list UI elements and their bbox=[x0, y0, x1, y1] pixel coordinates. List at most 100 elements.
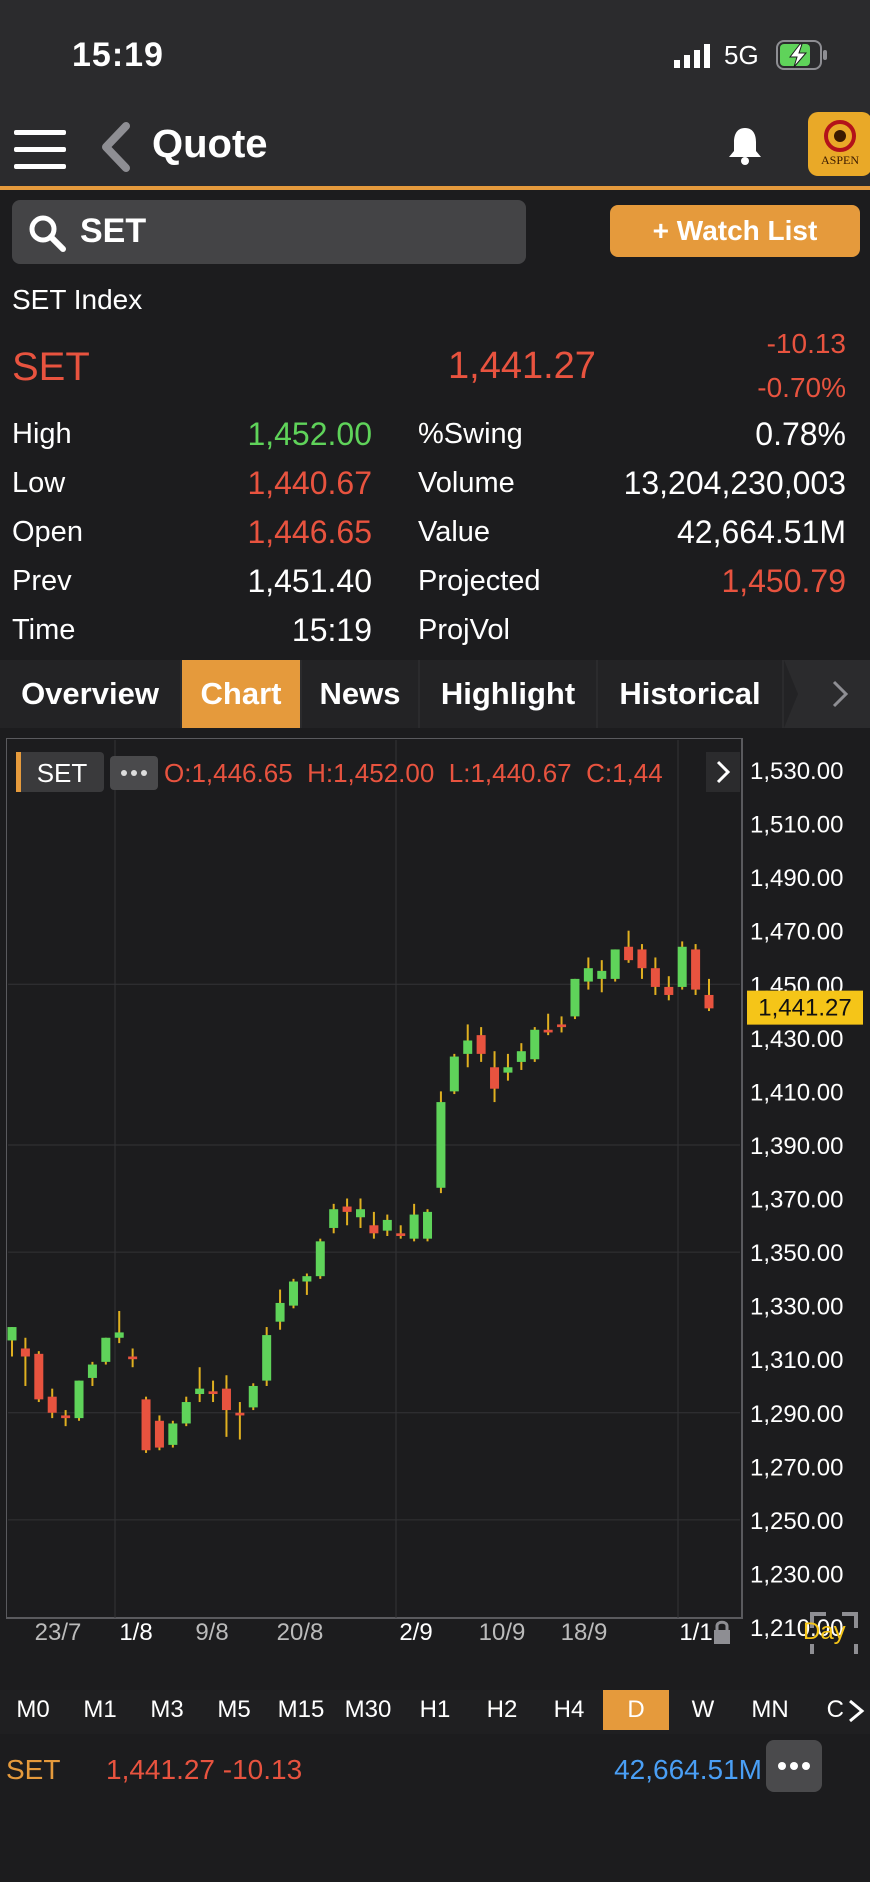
candle bbox=[650, 957, 660, 995]
x-axis-ticks: 23/7 1/8 9/8 20/8 2/9 10/9 18/9 1/1 bbox=[35, 1619, 713, 1646]
add-watch-list-button[interactable]: + Watch List bbox=[610, 205, 860, 257]
candle bbox=[74, 1380, 84, 1421]
stat-value-projected: 1,450.79 bbox=[721, 563, 846, 599]
stat-label-low: Low bbox=[12, 467, 66, 499]
candle bbox=[288, 1278, 298, 1309]
stat-value-swing: 0.78% bbox=[755, 416, 846, 452]
chart-symbol: SET bbox=[37, 758, 88, 788]
x-tick-label: 23/7 bbox=[35, 1619, 82, 1646]
candle bbox=[476, 1027, 486, 1062]
y-tick-label: 1,210.00 bbox=[750, 1615, 843, 1642]
candle bbox=[248, 1383, 258, 1411]
network-type: 5G bbox=[724, 40, 759, 70]
tab-overview[interactable]: Overview bbox=[0, 660, 180, 728]
y-tick-label: 1,310.00 bbox=[750, 1347, 843, 1374]
candle bbox=[128, 1348, 138, 1368]
timeframe-w[interactable]: W bbox=[691, 1696, 715, 1723]
last-price: 1,441.27 bbox=[448, 345, 596, 387]
y-tick-label: 1,250.00 bbox=[750, 1508, 843, 1535]
timeframe-h2[interactable]: H2 bbox=[486, 1696, 518, 1723]
timeframe-m5[interactable]: M5 bbox=[217, 1696, 251, 1723]
tab-historical[interactable]: Historical bbox=[598, 660, 782, 728]
candle bbox=[664, 976, 674, 1001]
candle bbox=[624, 930, 634, 963]
quote-tabs: Overview Chart News Highlight Historical bbox=[0, 660, 870, 728]
symbol-search-box[interactable]: SET bbox=[12, 200, 526, 264]
chart-header-arrow-icon[interactable] bbox=[716, 760, 731, 784]
x-tick-label: 2/9 bbox=[399, 1619, 432, 1646]
candle bbox=[436, 1091, 446, 1194]
timeframe-m3[interactable]: M3 bbox=[150, 1696, 184, 1723]
bell-icon[interactable] bbox=[726, 124, 764, 166]
search-icon bbox=[29, 215, 66, 252]
y-tick-label: 1,230.00 bbox=[750, 1561, 843, 1588]
stat-value-volume: 13,204,230,003 bbox=[623, 465, 846, 501]
y-tick-label: 1,410.00 bbox=[750, 1079, 843, 1106]
search-input-value[interactable]: SET bbox=[80, 212, 147, 250]
back-chevron-icon[interactable] bbox=[98, 122, 132, 172]
timeframe-m30[interactable]: M30 bbox=[344, 1696, 392, 1723]
candle bbox=[34, 1351, 44, 1403]
candle bbox=[369, 1211, 379, 1239]
y-tick-label: 1,530.00 bbox=[750, 758, 843, 785]
timeframe-h4[interactable]: H4 bbox=[553, 1696, 585, 1723]
grid-lines bbox=[8, 740, 740, 1618]
x-tick-label: 10/9 bbox=[479, 1619, 526, 1646]
y-tick-label: 1,350.00 bbox=[750, 1240, 843, 1267]
candle bbox=[396, 1225, 406, 1239]
cellular-signal-icon bbox=[674, 44, 710, 68]
timeframe-mn[interactable]: MN bbox=[751, 1696, 789, 1723]
candle bbox=[61, 1410, 71, 1427]
timeframe-m0[interactable]: M0 bbox=[16, 1696, 50, 1723]
timeframe-h1[interactable]: H1 bbox=[419, 1696, 451, 1723]
candle bbox=[262, 1327, 272, 1386]
stat-label-high: High bbox=[12, 418, 72, 450]
footer-more-button[interactable] bbox=[766, 1740, 822, 1792]
x-tick-label: 9/8 bbox=[195, 1619, 228, 1646]
candle bbox=[583, 957, 593, 990]
hamburger-menu-icon[interactable] bbox=[14, 128, 66, 170]
candle bbox=[382, 1214, 392, 1236]
aspen-logo[interactable]: ASPEN bbox=[808, 112, 870, 176]
candle bbox=[7, 1327, 17, 1357]
more-dots-icon bbox=[121, 770, 147, 776]
timeframe-d[interactable]: D bbox=[603, 1690, 669, 1730]
y-tick-label: 1,390.00 bbox=[750, 1133, 843, 1160]
candle bbox=[637, 944, 647, 979]
timeframe-custom[interactable]: C bbox=[826, 1696, 844, 1723]
candle bbox=[530, 1027, 540, 1062]
tab-chart[interactable]: Chart bbox=[182, 660, 300, 728]
y-tick-label: 1,330.00 bbox=[750, 1294, 843, 1321]
tab-news[interactable]: News bbox=[302, 660, 418, 728]
stat-label-swing: %Swing bbox=[418, 418, 523, 450]
price-change: -10.13 bbox=[766, 328, 846, 359]
y-tick-label: 1,470.00 bbox=[750, 919, 843, 946]
fullscreen-icon[interactable] bbox=[810, 1612, 858, 1654]
candle bbox=[557, 1016, 567, 1033]
tab-highlight[interactable]: Highlight bbox=[420, 660, 596, 728]
candle bbox=[570, 978, 580, 1020]
tabs-scroll-right-icon[interactable] bbox=[784, 660, 870, 728]
candle bbox=[101, 1337, 111, 1365]
candle bbox=[704, 978, 714, 1012]
candle bbox=[47, 1388, 57, 1419]
stat-label-prev: Prev bbox=[12, 565, 72, 597]
candle bbox=[342, 1198, 352, 1226]
timeframe-m15[interactable]: M15 bbox=[277, 1696, 325, 1723]
y-tick-label: 1,490.00 bbox=[750, 865, 843, 892]
footer-price-change: 1,441.27 -10.13 bbox=[106, 1754, 303, 1785]
candle bbox=[610, 949, 620, 982]
candle bbox=[195, 1367, 205, 1403]
timeframe-m1[interactable]: M1 bbox=[83, 1696, 117, 1723]
candle bbox=[154, 1415, 164, 1451]
chart-symbol-chip[interactable] bbox=[16, 752, 104, 792]
candle bbox=[302, 1273, 312, 1295]
y-tick-label: 1,510.00 bbox=[750, 812, 843, 839]
candle bbox=[423, 1209, 433, 1242]
candlestick-chart[interactable]: 1,530.001,510.001,490.001,470.001,450.00… bbox=[6, 738, 864, 1654]
y-tick-label: 1,270.00 bbox=[750, 1454, 843, 1481]
y-tick-label: 1,430.00 bbox=[750, 1026, 843, 1053]
candle bbox=[449, 1053, 459, 1095]
x-tick-label: 1/8 bbox=[119, 1619, 152, 1646]
timeframe-scroll-right-icon[interactable] bbox=[846, 1698, 868, 1724]
